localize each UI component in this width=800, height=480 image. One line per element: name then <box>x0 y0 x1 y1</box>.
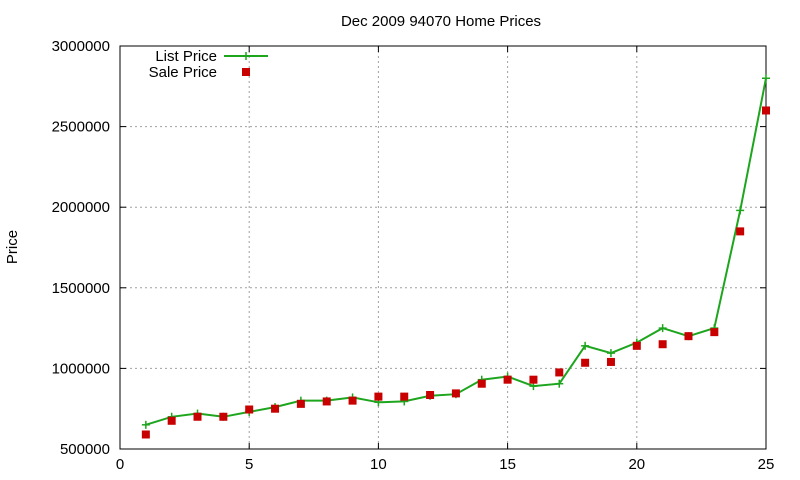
list-price-point <box>736 206 745 215</box>
sale-price-point <box>245 405 254 414</box>
sale-price-point <box>374 392 383 401</box>
plot-frame <box>119 45 767 450</box>
sale-price-point <box>684 332 693 341</box>
legend-swatch-marker <box>242 68 250 76</box>
legend-label: List Price <box>155 48 217 65</box>
sale-price-point <box>503 375 512 384</box>
list-price-point <box>658 324 667 333</box>
sale-price-point <box>451 389 460 398</box>
x-tick-label: 25 <box>758 456 775 473</box>
sale-price-point <box>710 328 719 337</box>
grid <box>120 46 766 449</box>
sale-price-point <box>167 416 176 425</box>
sale-price-point <box>581 358 590 367</box>
sale-price-point <box>348 396 357 405</box>
y-tick-label: 2500000 <box>52 119 110 136</box>
list-price-point <box>581 341 590 350</box>
x-tick-label: 10 <box>370 456 387 473</box>
sale-price-point <box>426 390 435 399</box>
legend-swatch-marker <box>242 52 250 60</box>
sale-price-point <box>555 368 564 377</box>
sale-price-point <box>322 397 331 406</box>
x-tick-label: 5 <box>245 456 253 473</box>
sale-price-point <box>400 392 409 401</box>
sale-price-point <box>762 106 770 115</box>
y-axis-label: Price <box>4 230 21 264</box>
sale-price-point <box>658 340 667 349</box>
list-price-point <box>762 74 770 83</box>
chart-title: Dec 2009 94070 Home Prices <box>341 13 541 30</box>
y-tick-label: 1500000 <box>52 280 110 297</box>
sale-price-point <box>193 412 202 421</box>
sale-price-point <box>529 375 538 384</box>
x-tick-label: 0 <box>116 456 124 473</box>
series-layer <box>141 74 770 439</box>
sale-price-point <box>736 227 745 236</box>
sale-price-point <box>632 341 641 350</box>
sale-price-point <box>606 357 615 366</box>
sale-price-point <box>219 412 228 421</box>
axis-ticks: 0 5 10 15 20 25 500000 1000000 1500000 2000000 250… <box>52 38 775 473</box>
sale-price-point <box>477 379 486 388</box>
list-price-point <box>141 420 150 429</box>
x-tick-label: 15 <box>499 456 516 473</box>
y-tick-label: 1000000 <box>52 360 110 377</box>
x-tick-label: 20 <box>628 456 645 473</box>
sale-price-point <box>141 430 150 439</box>
y-tick-label: 2000000 <box>52 199 110 216</box>
sale-price-point <box>271 404 280 413</box>
y-tick-label: 500000 <box>60 441 110 458</box>
legend-label: Sale Price <box>149 64 217 81</box>
series-line-list-price <box>145 78 767 426</box>
sale-price-point <box>296 399 305 408</box>
list-price-point <box>555 379 564 388</box>
list-price-point <box>606 349 615 358</box>
y-tick-label: 3000000 <box>52 38 110 55</box>
